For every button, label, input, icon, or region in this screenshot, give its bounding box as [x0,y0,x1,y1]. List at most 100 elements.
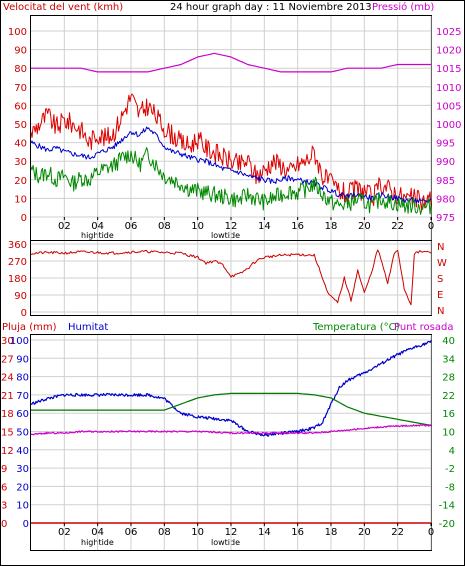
dir-letter-e: E [437,290,443,301]
pressure-ytick-label: 1010 [436,83,461,94]
pressure-ytick-label: 985 [436,176,455,187]
wind-ytick-label: 10 [14,194,27,205]
pressure-ytick-label: 1020 [436,46,461,57]
pressure-axis-title: Pressió (mb) [372,1,434,13]
wind-ytick-label: 20 [14,176,27,187]
pressure-ytick-label: 995 [436,139,455,150]
climate-xtick-label-04: 04 [91,527,104,538]
temperature-ytick-label: 4 [449,446,455,457]
dewpoint-axis-title: Punt rosada [394,322,453,333]
wind-xtick-label-20: 20 [358,221,371,232]
wind-gust-series-line [30,93,432,212]
direction-ytick-label: 0 [21,308,27,319]
wind-axis-title: Velocitat del vent (kmh) [3,2,123,13]
pressure-ytick-label: 980 [436,194,455,205]
wind-xtick-label-08: 08 [158,221,171,232]
pressure-ytick-label: 975 [436,213,455,224]
dir-letter-w: W [437,258,447,269]
wind-ytick-label: 0 [21,213,27,224]
humidity-ytick-label: 0 [23,519,29,530]
chart-marks-layer: 0102030405060708090100975980985990995100… [1,16,461,550]
wind-ytick-label: 90 [14,46,27,57]
wind-ytick-label: 70 [14,83,27,94]
wind-ytick-label: 40 [14,139,27,150]
humidity-ytick-label: 70 [16,391,29,402]
temperature-ytick-label: -2 [445,464,455,475]
climate-xtick-label-06: 06 [125,527,138,538]
wind-xtick-label-10: 10 [191,221,204,232]
wind-xtick-label-16: 16 [291,221,304,232]
direction-ytick-label: 360 [8,240,27,251]
wind-low-series-line [30,147,432,215]
pressure-series-line [31,52,431,73]
humidity-ytick-label: 50 [16,428,29,439]
rain-ytick-label: 0 [1,519,7,530]
direction-ytick-label: 270 [8,257,27,268]
climate-xtick-label-12: 12 [225,527,238,538]
rain-ytick-label: 3 [1,501,7,512]
graph-title: 24 hour graph day : 11 Noviembre 2013 [170,2,372,13]
rain-ytick-label: 27 [1,354,14,365]
climate-xtick-label-0: 0 [428,527,434,538]
dewpoint-series-line [30,424,432,436]
wind-ytick-label: 100 [8,27,27,38]
rain-ytick-label: 6 [1,482,7,493]
wind-xtick-label-04: 04 [91,221,104,232]
temperature-series-line [31,392,432,426]
temperature-ytick-label: -20 [439,519,455,530]
climate-xtick-label-08: 08 [158,527,171,538]
rain-ytick-label: 24 [1,373,14,384]
climate-xtick-label-10: 10 [191,527,204,538]
pressure-ytick-label: 1015 [436,64,461,75]
wind-ytick-label: 50 [14,120,27,131]
dir-letter-n-bottom: N [437,306,444,317]
temperature-ytick-label: 16 [442,409,455,420]
rain-ytick-label: 30 [1,336,14,347]
temperature-ytick-label: -14 [439,501,455,512]
rain-ytick-label: 15 [1,428,14,439]
humidity-ytick-label: 10 [16,501,29,512]
climate-xtick-label-16: 16 [291,527,304,538]
wind-ytick-label: 80 [14,64,27,75]
pressure-ytick-label: 1000 [436,120,461,131]
wind-xtick-label-22: 22 [391,221,404,232]
rain-ytick-label: 21 [1,391,14,402]
dir-letter-n-top: N [437,242,444,253]
climate-xtick-label-02: 02 [58,527,71,538]
humidity-ytick-label: 90 [16,354,29,365]
wind-xtick-label-12: 12 [225,221,238,232]
climate-xtick-label-22: 22 [391,527,404,538]
lowtide-label-bottom: lowtide [211,538,240,547]
humidity-series-line [30,340,432,437]
wind-xtick-label-18: 18 [325,221,338,232]
climate-xtick-label-18: 18 [325,527,338,538]
climate-xtick-label-14: 14 [258,527,271,538]
humidity-ytick-label: 80 [16,373,29,384]
wind-xtick-label-02: 02 [58,221,71,232]
wind-ytick-label: 30 [14,157,27,168]
temperature-ytick-label: -8 [445,482,455,493]
pressure-ytick-label: 990 [436,157,455,168]
wind-ytick-label: 60 [14,101,27,112]
temperature-ytick-label: 10 [442,428,455,439]
temperature-ytick-label: 40 [442,336,455,347]
rain-axis-title: Pluja (mm) [2,322,57,333]
rain-ytick-label: 9 [1,464,7,475]
wind-xtick-label-06: 06 [125,221,138,232]
humidity-axis-title: Humitat [68,322,108,333]
pressure-ytick-label: 1025 [436,27,461,38]
wind-average-series-line [30,126,432,204]
wind-xtick-label-14: 14 [258,221,271,232]
temperature-ytick-label: 28 [442,373,455,384]
temperature-ytick-label: 34 [442,354,455,365]
lowtide-label-top: lowtide [211,231,240,240]
rain-ytick-label: 12 [1,446,14,457]
humidity-ytick-label: 30 [16,464,29,475]
humidity-ytick-label: 20 [16,482,29,493]
wind-xtick-label-0: 0 [428,221,434,232]
humidity-ytick-label: 100 [10,336,29,347]
direction-series-line [30,249,432,306]
